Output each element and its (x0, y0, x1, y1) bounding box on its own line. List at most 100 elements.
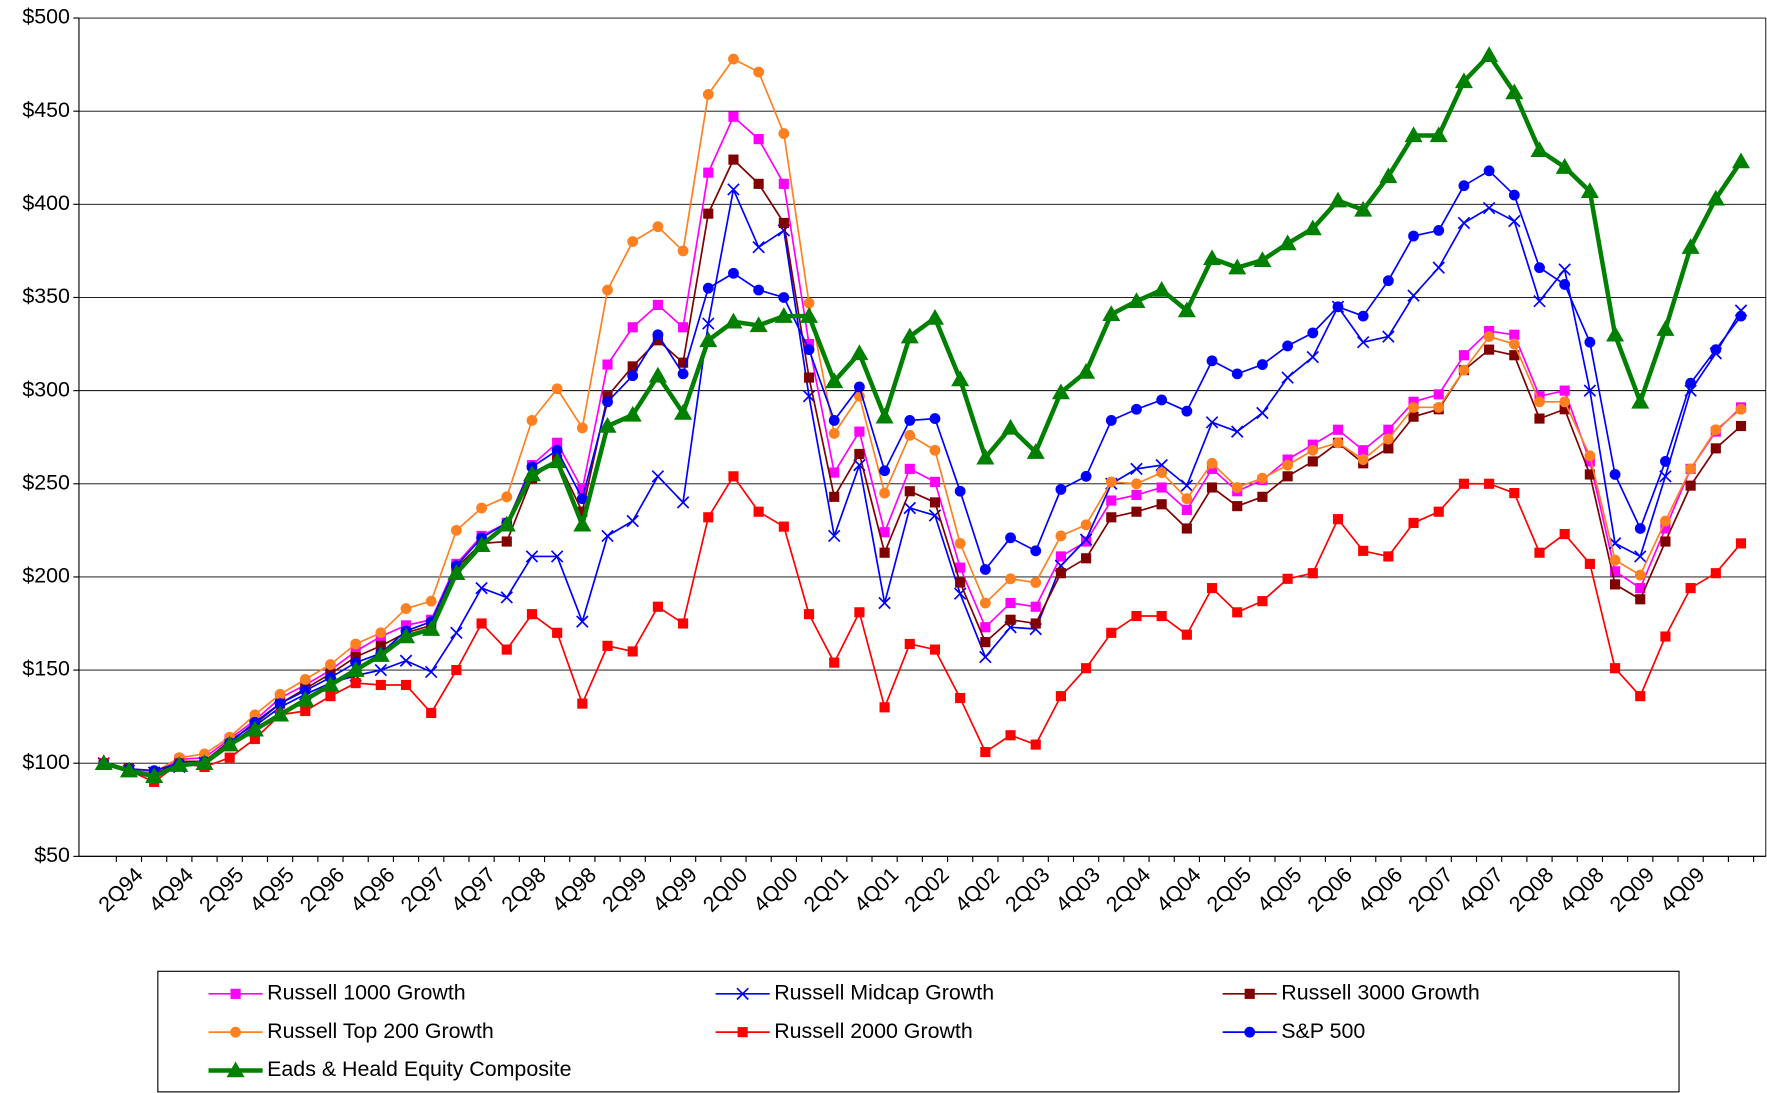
data-point (678, 618, 689, 629)
data-point (728, 53, 739, 65)
data-point (371, 646, 390, 662)
data-point (778, 217, 789, 229)
data-point (1081, 553, 1092, 564)
data-point (955, 692, 966, 704)
series-line (103, 169, 1742, 772)
y-tick-label: $350 (22, 284, 70, 308)
data-point (778, 128, 790, 139)
data-point (476, 618, 487, 629)
data-point (627, 370, 639, 382)
data-point (1584, 450, 1596, 462)
data-point (627, 322, 638, 333)
data-point (1634, 523, 1646, 534)
data-point (1356, 335, 1370, 349)
data-point (925, 308, 944, 325)
data-point (979, 564, 991, 575)
data-point (1609, 566, 1621, 577)
x-tick-label: 4Q07 (1454, 863, 1508, 917)
data-point (1005, 573, 1016, 585)
data-point (979, 597, 991, 609)
data-point (1685, 480, 1696, 491)
data-point (803, 372, 815, 383)
data-point (346, 661, 365, 677)
y-tick-label: $250 (22, 470, 70, 494)
data-point (753, 66, 765, 78)
data-point (400, 603, 412, 615)
data-point (1030, 577, 1042, 588)
data-point (1130, 462, 1143, 476)
data-point (450, 524, 462, 536)
legend-marker (230, 988, 241, 999)
data-point (954, 537, 966, 549)
data-point (1080, 519, 1092, 531)
data-point (1055, 551, 1066, 562)
data-point (1408, 401, 1419, 413)
data-point (325, 659, 336, 670)
x-tick-label: 4Q98 (547, 863, 601, 917)
x-tick-label: 4Q94 (144, 863, 198, 917)
data-point (1282, 340, 1294, 352)
data-point (1484, 344, 1495, 355)
data-point (497, 515, 516, 532)
data-point (601, 529, 614, 543)
data-point (1534, 262, 1545, 274)
data-point (1382, 275, 1394, 287)
data-point (1580, 182, 1599, 199)
data-point (753, 134, 764, 145)
x-tick-label: 2Q06 (1303, 863, 1357, 917)
data-point (1584, 336, 1596, 348)
data-point (1203, 249, 1222, 266)
legend-item: S&P 500 (1222, 1019, 1365, 1043)
data-point (1433, 401, 1445, 413)
data-point (1307, 439, 1318, 450)
data-point (627, 236, 639, 247)
data-point (850, 344, 869, 361)
data-point (375, 679, 386, 691)
legend-marker (1244, 1026, 1256, 1038)
x-tick-label: 4Q06 (1353, 863, 1407, 917)
data-point (1508, 214, 1521, 228)
data-point (627, 361, 638, 372)
data-point (1026, 443, 1045, 459)
data-point (1181, 493, 1193, 505)
data-point (875, 407, 894, 424)
x-tick-label: 2Q95 (195, 863, 249, 917)
data-point (399, 654, 413, 667)
data-point (1404, 126, 1423, 143)
data-point (980, 637, 991, 648)
data-point (652, 221, 664, 233)
data-point (1131, 489, 1142, 501)
legend-label: Eads & Heald Equity Composite (267, 1057, 571, 1081)
data-point (1559, 385, 1570, 396)
data-point (954, 485, 966, 497)
data-point (1328, 191, 1347, 208)
data-point (879, 702, 890, 713)
data-point (299, 685, 311, 696)
data-point (1055, 691, 1066, 702)
data-point (1408, 396, 1419, 407)
data-point (1232, 607, 1243, 618)
series-line (103, 158, 1742, 776)
data-point (526, 609, 538, 620)
data-point (447, 564, 466, 580)
data-point (422, 620, 441, 636)
data-point (1382, 330, 1395, 343)
x-tick-label: 4Q01 (849, 863, 903, 917)
data-point (778, 292, 790, 303)
data-point (274, 688, 286, 700)
data-point (904, 486, 915, 497)
data-point (1382, 433, 1394, 445)
data-point (1606, 325, 1625, 342)
data-point (652, 299, 663, 310)
x-tick-label: 4Q97 (446, 863, 500, 917)
x-tick-label: 4Q03 (1051, 863, 1105, 917)
x-tick-label: 2Q03 (1001, 863, 1055, 917)
x-tick-label: 4Q99 (648, 863, 702, 917)
data-point (1584, 558, 1595, 569)
data-point (1282, 454, 1293, 465)
data-point (602, 284, 613, 296)
data-point (1482, 201, 1496, 215)
data-point (1710, 424, 1722, 436)
data-point (803, 338, 815, 350)
